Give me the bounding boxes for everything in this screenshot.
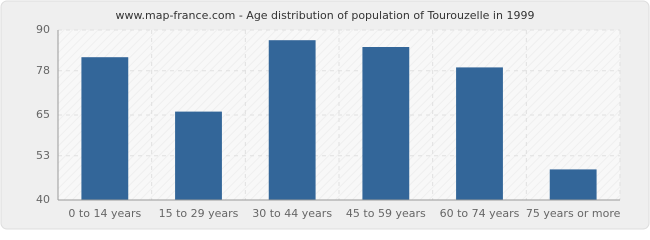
bar	[175, 111, 222, 200]
bar	[456, 67, 503, 201]
y-tick-label: 90	[36, 23, 50, 36]
bar	[362, 47, 410, 200]
y-tick-label: 53	[36, 149, 50, 162]
y-tick-label: 65	[36, 108, 50, 121]
x-tick-label: 45 to 59 years	[346, 207, 426, 220]
bar	[549, 169, 597, 200]
y-tick-label: 78	[36, 64, 50, 77]
bar	[81, 57, 129, 201]
page: www.map-france.com - Age distribution of…	[0, 0, 650, 230]
chart: www.map-france.com - Age distribution of…	[0, 0, 650, 230]
x-tick-label: 15 to 29 years	[159, 207, 239, 220]
x-tick-label: 75 years or more	[526, 207, 621, 220]
x-tick-label: 60 to 74 years	[440, 207, 520, 220]
chart-title: www.map-france.com - Age distribution of…	[116, 9, 535, 22]
y-tick-label: 40	[36, 193, 50, 206]
x-tick-label: 30 to 44 years	[252, 207, 332, 220]
x-tick-label: 0 to 14 years	[68, 207, 141, 220]
bar	[268, 40, 316, 201]
